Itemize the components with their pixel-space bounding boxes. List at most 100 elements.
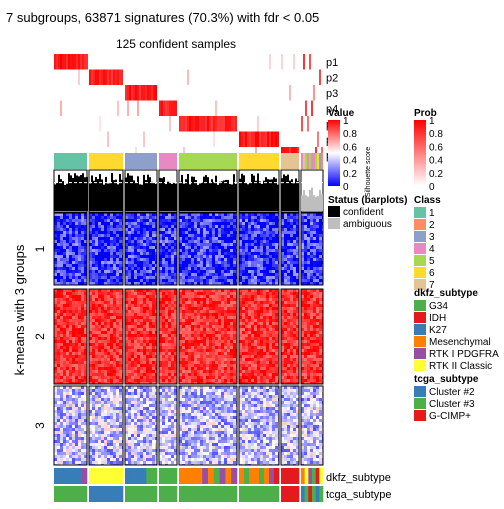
heatmap-cell: [212, 267, 215, 270]
heatmap-cell: [209, 279, 212, 282]
silhouette-bar: [74, 173, 76, 211]
heatmap-cell: [131, 316, 134, 319]
heatmap-cell: [119, 337, 122, 340]
heatmap-cell: [63, 255, 66, 258]
heatmap-cell: [307, 240, 310, 243]
heatmap-cell: [284, 322, 287, 325]
heatmap-cell: [95, 225, 98, 228]
heatmap-cell: [287, 331, 290, 334]
heatmap-cell: [263, 255, 266, 258]
heatmap-cell: [137, 276, 140, 279]
heatmap-cell: [113, 216, 116, 219]
heatmap-cell: [113, 234, 116, 237]
heatmap-cell: [251, 325, 254, 328]
heatmap-cell: [128, 322, 131, 325]
heatmap-cell: [254, 322, 257, 325]
heatmap-cell: [113, 231, 116, 234]
heatmap-cell: [60, 225, 63, 228]
heatmap-cell: [206, 255, 209, 258]
heatmap-cell: [248, 352, 251, 355]
heatmap-cell: [272, 225, 275, 228]
heatmap-cell: [104, 352, 107, 355]
heatmap-cell: [194, 301, 197, 304]
heatmap-cell: [233, 231, 236, 234]
heatmap-cell: [194, 231, 197, 234]
heatmap-cell: [242, 279, 245, 282]
heatmap-cell: [168, 222, 171, 225]
heatmap-cell: [182, 270, 185, 273]
heatmap-cell: [284, 222, 287, 225]
heatmap-cell: [257, 355, 260, 358]
heatmap-cell: [275, 228, 278, 231]
heatmap-cell: [72, 298, 75, 301]
heatmap-cell: [215, 237, 218, 240]
heatmap-cell: [113, 255, 116, 258]
heatmap-cell: [313, 255, 316, 258]
heatmap-cell: [98, 228, 101, 231]
heatmap-cell: [242, 264, 245, 267]
heatmap-cell: [78, 349, 81, 352]
heatmap-cell: [146, 358, 149, 361]
silhouette-bar: [109, 183, 111, 211]
prob-cell: [99, 116, 101, 132]
heatmap-cell: [101, 270, 104, 273]
heatmap-cell: [242, 361, 245, 364]
heatmap-cell: [60, 267, 63, 270]
heatmap-cell: [221, 219, 224, 222]
silhouette-bar: [235, 184, 237, 211]
heatmap-cell: [215, 249, 218, 252]
heatmap-cell: [171, 255, 174, 258]
heatmap-cell: [60, 240, 63, 243]
heatmap-cell: [119, 310, 122, 313]
heatmap-cell: [171, 364, 174, 367]
heatmap-cell: [116, 340, 119, 343]
heatmap-cell: [69, 325, 72, 328]
prob-cell: [141, 85, 143, 101]
heatmap-cell: [69, 349, 72, 352]
heatmap-cell: [304, 219, 307, 222]
heatmap-cell: [134, 301, 137, 304]
heatmap-cell: [66, 379, 69, 382]
heatmap-cell: [233, 313, 236, 316]
heatmap-cell: [134, 276, 137, 279]
heatmap-cell: [206, 292, 209, 295]
silhouette-bar: [269, 180, 271, 211]
heatmap-cell: [269, 364, 272, 367]
heatmap-cell: [266, 249, 269, 252]
heatmap-cell: [140, 270, 143, 273]
heatmap-cell: [66, 361, 69, 364]
heatmap-cell: [98, 337, 101, 340]
heatmap-cell: [230, 301, 233, 304]
heatmap-cell: [290, 264, 293, 267]
heatmap-cell: [72, 379, 75, 382]
heatmap-cell: [212, 276, 215, 279]
heatmap-cell: [113, 270, 116, 273]
silhouette-bar: [167, 182, 169, 211]
heatmap-cell: [263, 264, 266, 267]
heatmap-cell: [191, 343, 194, 346]
heatmap-cell: [242, 270, 245, 273]
prob-cell: [137, 85, 139, 101]
heatmap-cell: [269, 258, 272, 261]
heatmap-cell: [72, 304, 75, 307]
heatmap-cell: [209, 334, 212, 337]
heatmap-cell: [218, 316, 221, 319]
heatmap-cell: [107, 301, 110, 304]
heatmap-cell: [81, 361, 84, 364]
heatmap-cell: [230, 295, 233, 298]
heatmap-cell: [168, 337, 171, 340]
heatmap-cell: [230, 343, 233, 346]
heatmap-cell: [188, 234, 191, 237]
heatmap-cell: [69, 343, 72, 346]
heatmap-cell: [248, 310, 251, 313]
heatmap-cell: [209, 370, 212, 373]
heatmap-cell: [98, 243, 101, 246]
heatmap-cell: [137, 225, 140, 228]
heatmap-cell: [128, 240, 131, 243]
heatmap-cell: [269, 295, 272, 298]
heatmap-cell: [224, 273, 227, 276]
heatmap-cell: [81, 328, 84, 331]
heatmap-cell: [272, 349, 275, 352]
heatmap-cell: [78, 370, 81, 373]
heatmap-cell: [149, 234, 152, 237]
